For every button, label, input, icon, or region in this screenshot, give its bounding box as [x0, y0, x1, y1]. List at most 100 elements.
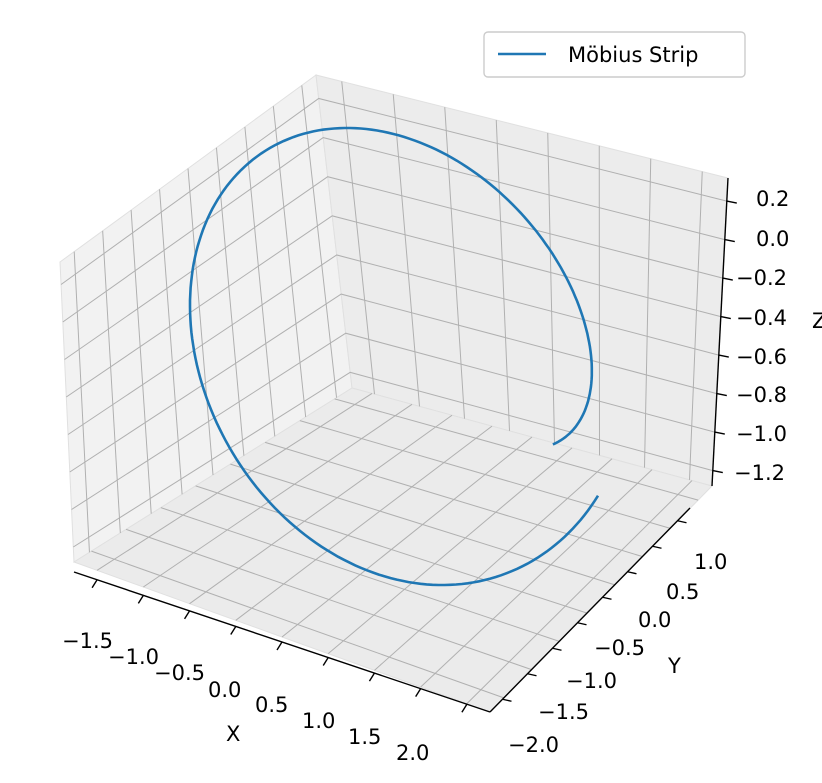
grid-line-y-wall [392, 94, 420, 407]
grid-line-x [466, 480, 693, 705]
z-tick [712, 469, 723, 474]
z-tick [714, 431, 725, 435]
grid-line-z [60, 97, 727, 285]
z-tick-label: −0.6 [736, 345, 787, 369]
y-tick [502, 698, 512, 702]
grid-line-y-wall [547, 132, 555, 444]
y-axis-line [489, 507, 691, 713]
z-axis-line [711, 177, 729, 487]
x-tick [276, 641, 283, 651]
z-tick [716, 392, 727, 397]
x-tick [91, 579, 98, 589]
grid-line-x [96, 393, 373, 571]
grid-line-x-wall [301, 85, 338, 398]
grid-line-z [67, 254, 719, 435]
y-tick [602, 596, 612, 600]
grid-line-y [195, 485, 588, 614]
x-tick [137, 594, 144, 604]
legend: Möbius Strip [483, 31, 746, 78]
legend-box [483, 31, 746, 78]
series-line [188, 126, 600, 587]
grid-line-x-wall [130, 210, 152, 514]
x-tick [322, 657, 329, 666]
y-tick [527, 673, 537, 677]
grid-line-y [264, 441, 643, 558]
y-tick-label: −0.5 [594, 636, 645, 660]
y-axis-label: Y [667, 654, 681, 678]
x-tick [183, 610, 191, 620]
y-tick [627, 571, 637, 575]
grid-line-x [143, 403, 413, 588]
grid-line-z [73, 371, 713, 548]
z-tick-label: −0.4 [736, 306, 787, 330]
grid-line-y [334, 398, 699, 501]
grid-line-x [327, 447, 573, 655]
x-tick [415, 688, 422, 698]
legend-label: Möbius Strip [568, 43, 698, 67]
z-tick [724, 238, 735, 243]
grid-line-x [189, 414, 453, 605]
grid-line-z [71, 332, 715, 510]
x-tick [230, 626, 237, 635]
grid-line-y-wall [644, 158, 652, 468]
z-tick-label: −0.2 [736, 266, 787, 290]
grid-line-x-wall [187, 168, 214, 476]
x-tick-label: 0.5 [255, 693, 288, 717]
y-tick-label: 1.0 [694, 550, 727, 574]
grid-line-y-wall [341, 81, 375, 395]
z-tick [720, 315, 731, 320]
z-tick-label: 0.0 [756, 227, 789, 251]
x-tick-label: 0.0 [208, 678, 241, 702]
grid-line-y-wall [495, 120, 510, 431]
z-tick-label: −1.0 [736, 422, 787, 446]
y-tick [652, 545, 662, 549]
grid-line-y [230, 463, 616, 586]
grid-line-x [281, 436, 533, 638]
grid-line-z [64, 176, 723, 360]
grid-line-y-wall [444, 107, 465, 419]
grid-line-x [374, 458, 613, 671]
x-tick-label: −1.0 [108, 645, 159, 669]
y-tick-label: −2.0 [508, 733, 559, 757]
grid-line-y [125, 528, 532, 671]
grid-lines [60, 81, 727, 705]
grid-line-x [235, 425, 493, 621]
x-axis-label: X [226, 722, 240, 746]
y-tick-label: 0.5 [666, 580, 699, 604]
z-tick [718, 354, 729, 358]
grid-line-x [420, 469, 653, 688]
x-tick-label: −0.5 [154, 661, 205, 685]
tick-labels: −1.5−1.0−0.50.00.51.01.52.0 −2.0−1.5−1.0−… [62, 187, 789, 765]
x-tick-label: 1.0 [302, 709, 335, 733]
x-tick-label: −1.5 [62, 629, 113, 653]
grid-line-y [91, 550, 505, 699]
tick-marks [91, 200, 737, 713]
y-tick [577, 622, 587, 626]
z-axis-label: Z [812, 309, 822, 333]
grid-line-z [62, 137, 725, 323]
y-tick-label: −1.0 [566, 669, 617, 693]
grid-line-x-wall [244, 126, 276, 437]
x-tick [461, 703, 468, 713]
grid-line-y-wall [689, 171, 703, 480]
z-tick-label: 0.2 [756, 187, 789, 211]
y-tick-label: 0.0 [638, 608, 671, 632]
z-tick [726, 200, 737, 204]
grid-line-x-wall [272, 106, 307, 418]
grid-line-y [299, 420, 671, 529]
z-tick [722, 277, 733, 281]
y-tick [552, 647, 562, 651]
x-tick-label: 1.5 [348, 725, 381, 749]
grid-line-z [66, 215, 721, 398]
y-tick [677, 520, 687, 524]
x-tick [368, 672, 376, 682]
grid-line-x-wall [73, 251, 90, 553]
grid-line-x-wall [159, 189, 183, 495]
axis-panes [59, 74, 729, 713]
y-tick-label: −1.5 [538, 700, 589, 724]
grid-line-x-wall [215, 147, 245, 456]
x-tick-label: 2.0 [396, 741, 429, 765]
z-tick-label: −0.8 [736, 383, 787, 407]
grid-line-y [160, 507, 560, 642]
